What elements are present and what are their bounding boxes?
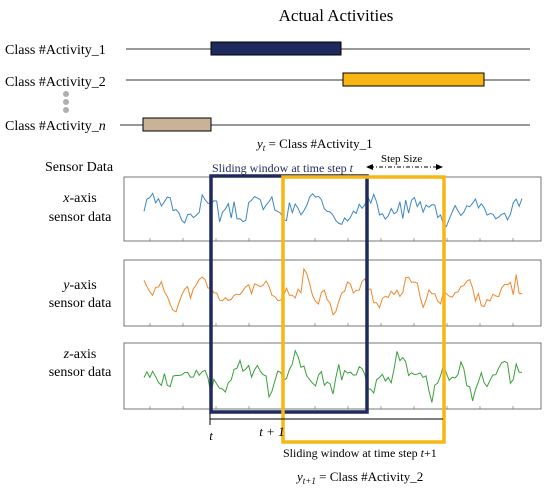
x-axis-label: x-axis (62, 191, 96, 206)
y-axis-label-line2: sensor data (49, 296, 112, 311)
y-axis-series (143, 267, 523, 316)
z-axis-label: z-axis (63, 347, 97, 362)
ellipsis-dot (63, 91, 69, 97)
activity-bar-1 (210, 41, 342, 56)
step-size-label: Step Size (381, 153, 422, 165)
activity-row-1: Class #Activity_1 (5, 41, 530, 58)
time-tick-t: t (209, 428, 213, 443)
sensor-data-label: Sensor Data (45, 160, 114, 175)
time-axis (209, 413, 443, 425)
ellipsis-dots (63, 91, 69, 113)
x-axis-label-line2: sensor data (49, 210, 112, 225)
step-size-arrow (366, 164, 443, 170)
sensor-panel-y: y-axis sensor data (49, 259, 542, 327)
diagram-title: Actual Activities (279, 6, 394, 25)
activity-label-n: Class #Activity_n (5, 119, 106, 134)
activity-bar-n (142, 117, 212, 132)
time-tick-t1: t + 1 (259, 424, 284, 439)
x-axis-series (143, 192, 523, 228)
y-axis-label: y-axis (61, 278, 96, 293)
yt-label: yt = Class #Activity_1 (255, 136, 373, 153)
activity-row-2: Class #Activity_2 (5, 72, 530, 90)
activity-bar-2 (342, 72, 485, 87)
window-t1-label: Sliding window at time step t+1 (283, 446, 437, 460)
activity-label-1: Class #Activity_1 (5, 43, 106, 58)
yt1-label: yt+1 = Class #Activity_2 (295, 469, 423, 486)
z-axis-label-line2: sensor data (49, 365, 112, 380)
window-t-label: Sliding window at time step t (212, 161, 354, 175)
activity-label-2: Class #Activity_2 (5, 75, 106, 90)
ellipsis-dot (63, 107, 69, 113)
z-axis-series (143, 349, 523, 403)
sensor-panel-z: z-axis sensor data (49, 342, 542, 410)
ellipsis-dot (63, 99, 69, 105)
sliding-window-t1 (281, 175, 446, 444)
sensor-panel-x: x-axis sensor data (49, 176, 542, 242)
activity-row-n: Class #Activity_n (5, 117, 530, 134)
